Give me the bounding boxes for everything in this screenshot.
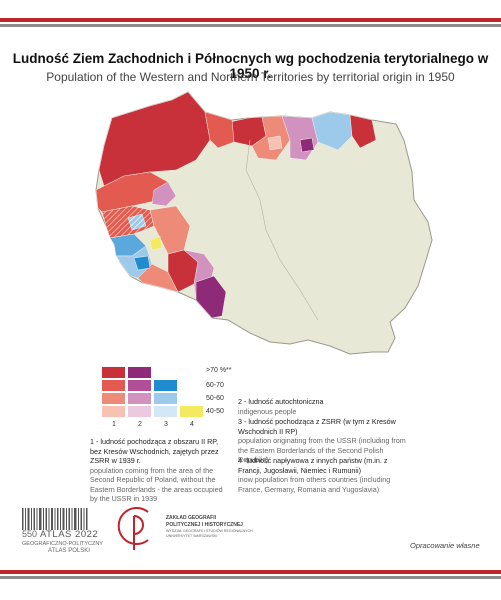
region-kluczbork [149,235,163,251]
region-pomerania-west [98,91,211,187]
department-name-3: WYDZIAŁ GEOGRAFII I STUDIÓW REGIONALNYCH [166,529,253,533]
atlas-logo-barcode [22,508,88,530]
top-red-bar [0,18,501,22]
legend-col-4: 4 [190,421,194,428]
legend-swatch-4-40 [180,406,203,417]
region-zielona [127,213,147,231]
bottom-gray-bar [0,576,501,579]
legend-item-3-pl: 3 - ludność pochodząca z ZSRR (w tym z K… [238,417,396,436]
legend-threshold-70: >70 %** [206,367,232,374]
region-glogow [151,181,177,207]
legend-item-3-en: population originating from the USSR (in… [238,436,406,464]
legend-swatch-3-50 [154,393,177,404]
legend-item-1: 1 - ludność pochodząca z obszaru II RP, … [90,437,230,504]
bottom-red-bar [0,570,501,574]
legend-item-1-en: population coming from the area of the S… [90,465,223,504]
atlas-logo-number: 550 [22,529,38,539]
department-name-4: UNIWERSYTET WARSZAWSKI [166,534,218,538]
department-logo-mark [117,507,149,550]
legend-item-3: 3 - ludność pochodząca z ZSRR (w tym z K… [238,417,408,465]
legend-item-4-pl: 4 -ludność napływowa z innych państw (m.… [238,456,388,475]
vistula-river [245,139,319,321]
legend-threshold-50: 50-60 [206,395,224,402]
legend-swatch-2-60 [128,380,151,391]
legend-col-1: 1 [112,421,116,428]
region-mragowo [299,137,315,153]
legend-swatch-2-50 [128,393,151,404]
legend-swatch-2-70 [128,367,151,378]
legend-swatch-1-50 [102,393,125,404]
map-title: Ludność Ziem Zachodnich i Północnych wg … [12,51,489,81]
department-name-1: ZAKŁAD GEOGRAFII [166,515,216,521]
legend-item-2-pl: 2 - ludność autochtoniczna [238,397,324,406]
legend-swatch-1-70 [102,367,125,378]
atlas-logo-sub1: GEOGRAFICZNO-POLITYCZNY [22,541,103,547]
legend-item-2-en: indigenous people [238,406,297,416]
legend-swatch-3-40 [154,406,177,417]
region-legnica [133,255,151,271]
legend-item-2: 2 - ludność autochtoniczna indigenous pe… [238,397,408,416]
legend-item-4-en: inow population from others countries (i… [238,475,391,494]
legend-col-3: 3 [164,421,168,428]
region-lubusz-north [95,171,169,213]
legend-threshold-60: 60-70 [206,382,224,389]
legend-threshold-40: 40-50 [206,408,224,415]
atlas-logo-title: ATLAS 2022 [40,529,99,540]
legend-item-4: 4 -ludność napływowa z innych państw (m.… [238,456,408,494]
legend-col-2: 2 [138,421,142,428]
legend-swatch-1-60 [102,380,125,391]
region-upper-silesia [195,275,227,319]
legend-swatch-2-40 [128,406,151,417]
region-lubusz-mid [101,205,155,239]
region-olsztyn [267,135,283,151]
department-name-2: POLITYCZNEJ I HISTORYCZNEJ [166,522,243,528]
top-gray-bar [0,24,501,27]
atlas-logo-sub2: ATLAS POLSKI [48,548,90,554]
region-elk [349,114,377,149]
map-subtitle: Population of the Western and Northern T… [46,70,455,84]
region-gdansk [204,111,235,149]
legend-item-1-pl: 1 - ludność pochodząca z obszaru II RP, … [90,437,219,465]
legend-swatch-3-60 [154,380,177,391]
credit-note: Opracowanie własne [410,541,480,550]
legend-swatch-1-40 [102,406,125,417]
